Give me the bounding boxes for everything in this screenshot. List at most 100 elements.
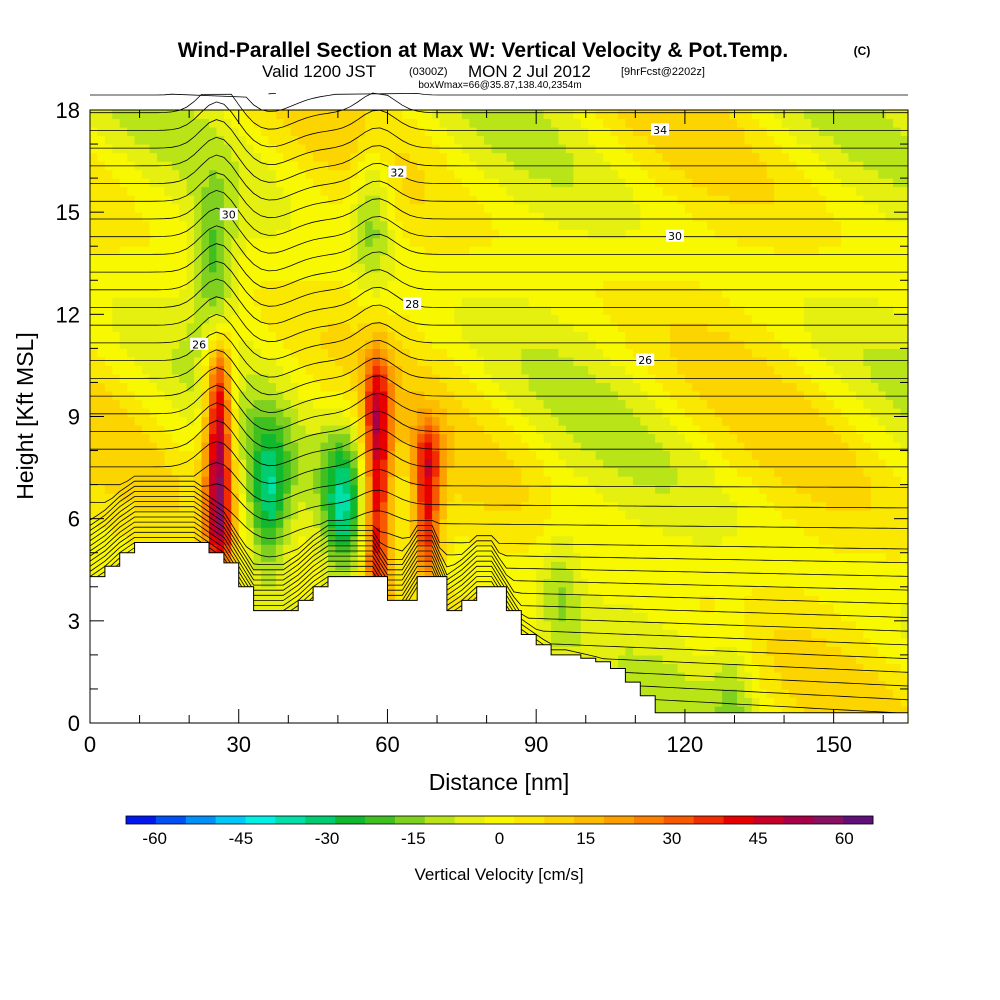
- colorbar-tick-label: 60: [835, 829, 854, 848]
- colorbar-swatch: [275, 816, 306, 824]
- x-tick-label: 150: [815, 732, 852, 757]
- isotherm-line: [90, 420, 908, 467]
- y-tick-label: 12: [56, 302, 80, 327]
- colorbar-swatch: [394, 816, 426, 824]
- isotherm-line: [89, 526, 909, 646]
- y-tick-label: 3: [68, 609, 80, 634]
- y-tick-label: 18: [56, 98, 80, 123]
- plot-area: 26 26 28 30 30 32 34 0 30 60 90 120 150 0 3 6 9 12 15 18: [56, 92, 909, 757]
- isotherm-label: 34: [651, 123, 670, 137]
- isotherm-line: [90, 101, 908, 148]
- y-axis-ticks: 0 3 6 9 12 15 18: [56, 98, 908, 736]
- valid-date: MON 2 Jul 2012: [468, 62, 591, 81]
- colorbar-swatch: [484, 816, 515, 824]
- isotherm-line: [90, 189, 908, 236]
- isotherm-line: [90, 402, 908, 449]
- isotherm-line: [89, 480, 908, 521]
- isotherm-labels: 26 26 28 30 30 32 34: [190, 123, 684, 367]
- terrain-mask: [89, 542, 909, 724]
- colorbar-swatch: [693, 816, 724, 824]
- isotherm-line: [90, 349, 908, 396]
- x-tick-label: 0: [84, 732, 96, 757]
- x-axis-ticks: 0 30 60 90 120 150: [84, 110, 884, 757]
- colorbar-label: Vertical Velocity [cm/s]: [414, 865, 583, 884]
- colorbar-swatch: [245, 816, 276, 824]
- colorbar-tick-label: 0: [495, 829, 504, 848]
- isotherm-line: [89, 501, 909, 577]
- isotherm-line: [90, 313, 908, 360]
- colorbar-tick-label: -45: [229, 829, 254, 848]
- isotherm-line: [89, 506, 909, 591]
- isotherm-line: [90, 296, 908, 343]
- y-axis-label: Height [Kft MSL]: [12, 332, 38, 499]
- isotherm-line: [90, 331, 908, 378]
- isotherm-label: 30: [219, 208, 238, 222]
- colorbar-swatch: [335, 816, 366, 824]
- colorbar-swatch: [753, 816, 784, 824]
- colorbar-tick-label: 15: [576, 829, 595, 848]
- isotherm-label: 32: [388, 165, 407, 179]
- isotherm-line: [90, 243, 908, 290]
- colorbar-swatch: [215, 816, 246, 824]
- colorbar: [125, 815, 874, 825]
- x-axis-label: Distance [nm]: [429, 769, 570, 795]
- copyright-mark: (C): [854, 44, 871, 58]
- colorbar-swatch: [185, 816, 217, 824]
- isotherm-line: [90, 154, 908, 201]
- isotherm-line: [90, 119, 908, 166]
- isotherm-label: 30: [666, 229, 684, 243]
- colorbar-tick-label: 45: [749, 829, 768, 848]
- colorbar-tick-label: -60: [142, 829, 167, 848]
- colorbar-swatch: [663, 816, 695, 824]
- colorbar-swatch: [514, 816, 545, 824]
- colorbar-swatch: [155, 816, 187, 824]
- x-tick-label: 90: [524, 732, 548, 757]
- isotherm-line: [89, 521, 909, 632]
- x-tick-label: 120: [667, 732, 704, 757]
- isotherm-label: 26: [636, 353, 655, 367]
- colorbar-swatch: [723, 816, 754, 824]
- isotherm-line: [90, 225, 908, 272]
- colorbar-tick-label: 30: [662, 829, 681, 848]
- colorbar-swatch: [813, 816, 844, 824]
- colorbar-swatch: [454, 816, 485, 824]
- isotherm-line: [90, 278, 908, 325]
- colorbar-swatch: [574, 816, 605, 824]
- isotherm-label: 28: [403, 297, 422, 311]
- colorbar-swatch: [126, 816, 157, 824]
- colorbar-swatch: [634, 816, 665, 824]
- isotherm-line: [89, 511, 909, 605]
- colorbar-swatch: [604, 816, 635, 824]
- isotherm-line: [90, 172, 908, 219]
- colorbar-tick-labels: -60 -45 -30 -15 0 15 30 45 60: [142, 829, 853, 848]
- isotherm-line: [90, 92, 908, 130]
- colorbar-tick-label: -15: [401, 829, 426, 848]
- colorbar-swatch: [544, 816, 575, 824]
- chart-title: Wind-Parallel Section at Max W: Vertical…: [178, 39, 789, 62]
- valid-prefix: Valid 1200 JST: [262, 62, 376, 81]
- colorbar-tick-label: -30: [315, 829, 340, 848]
- colorbar-swatch: [424, 816, 456, 824]
- y-tick-label: 15: [56, 200, 80, 225]
- y-tick-label: 9: [68, 405, 80, 430]
- x-tick-label: 30: [226, 732, 250, 757]
- isotherm-line: [89, 516, 909, 618]
- isotherm-line: [90, 367, 908, 413]
- isotherm-line: [90, 462, 908, 503]
- valid-time-line: Valid 1200 JST (0300Z) MON 2 Jul 2012 [9…: [262, 62, 705, 81]
- isotherm-line: [89, 496, 909, 565]
- isotherm-label: 26: [190, 337, 209, 351]
- isotherm-line: [90, 384, 908, 431]
- isotherm-line: [89, 491, 909, 558]
- forecast-info: [9hrFcst@2202z]: [621, 66, 705, 78]
- colorbar-swatch: [783, 816, 814, 824]
- isotherm-line: [89, 485, 909, 540]
- y-tick-label: 6: [68, 507, 80, 532]
- valid-utc: (0300Z): [409, 66, 448, 78]
- colorbar-swatch: [843, 816, 874, 824]
- colorbar-swatch: [365, 816, 396, 824]
- isotherm-line: [90, 136, 908, 183]
- isotherm-line: [90, 260, 908, 307]
- isotherm-line: [90, 440, 908, 484]
